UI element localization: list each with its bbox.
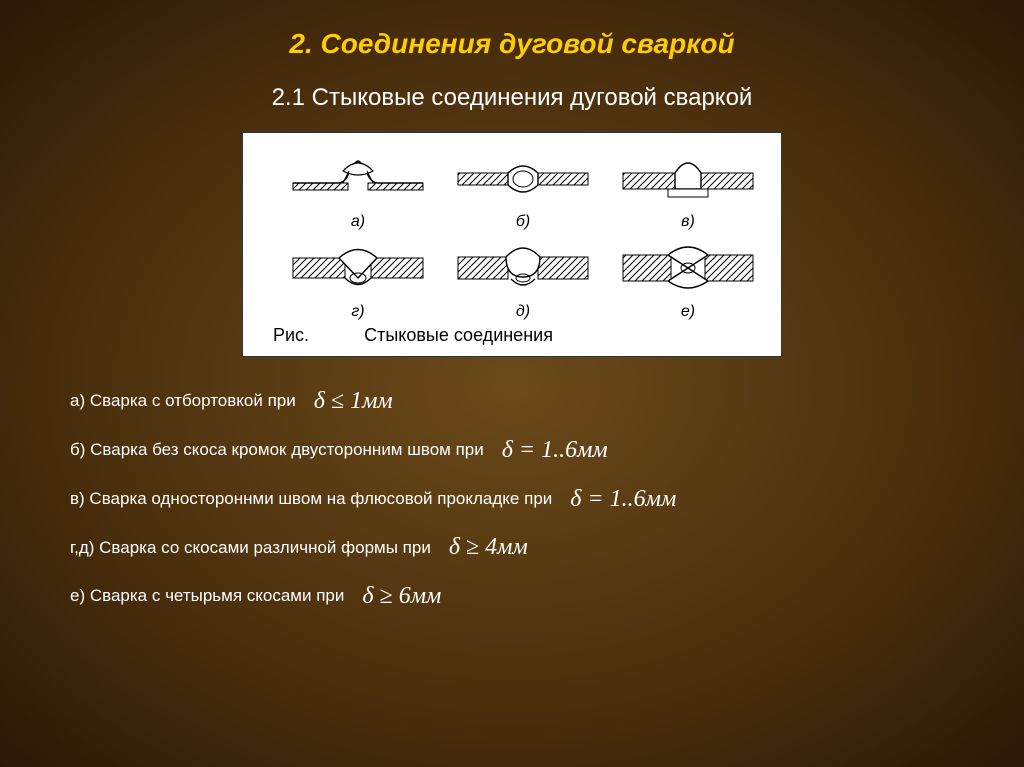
figure-panel: а) б) в): [242, 132, 782, 357]
figure-caption-text: Стыковые соединения: [364, 325, 553, 345]
item-formula: δ ≥ 6мм: [362, 582, 441, 611]
diagram-a-label: а): [283, 213, 433, 231]
item-formula: δ = 1..6мм: [502, 436, 608, 465]
item-text: а) Сварка с отбортовкой при: [70, 391, 296, 411]
diagram-e: е): [613, 233, 763, 323]
diagram-b-label: б): [448, 213, 598, 231]
diagram-d-label: д): [448, 303, 598, 321]
diagram-v-label: в): [613, 213, 763, 231]
diagram-e-label: е): [613, 303, 763, 321]
diagram-g-label: г): [283, 303, 433, 321]
item-formula: δ ≥ 4мм: [449, 533, 528, 562]
list-item: а) Сварка с отбортовкой при δ ≤ 1мм: [70, 387, 1024, 416]
diagram-a: а): [283, 143, 433, 233]
diagram-d: д): [448, 233, 598, 323]
list-item: е) Сварка с четырьмя скосами при δ ≥ 6мм: [70, 582, 1024, 611]
item-formula: δ = 1..6мм: [570, 485, 676, 514]
list-item: г,д) Сварка со скосами различной формы п…: [70, 533, 1024, 562]
item-text: г,д) Сварка со скосами различной формы п…: [70, 538, 431, 558]
figure-caption-prefix: Рис.: [273, 325, 309, 345]
diagram-g: г): [283, 233, 433, 323]
item-text: б) Сварка без скоса кромок двусторонним …: [70, 440, 484, 460]
item-text: в) Сварка одностороннми швом на флюсовой…: [70, 489, 552, 509]
figure-caption: Рис. Стыковые соединения: [273, 325, 553, 346]
diagram-v: в): [613, 143, 763, 233]
diagram-b: б): [448, 143, 598, 233]
item-text: е) Сварка с четырьмя скосами при: [70, 586, 344, 606]
list-item: в) Сварка одностороннми швом на флюсовой…: [70, 485, 1024, 514]
page-title: 2. Соединения дуговой сваркой: [0, 0, 1024, 60]
item-formula: δ ≤ 1мм: [314, 387, 393, 416]
list-item: б) Сварка без скоса кромок двусторонним …: [70, 436, 1024, 465]
page-subtitle: 2.1 Стыковые соединения дуговой сваркой: [0, 84, 1024, 112]
description-list: а) Сварка с отбортовкой при δ ≤ 1мм б) С…: [70, 387, 1024, 611]
